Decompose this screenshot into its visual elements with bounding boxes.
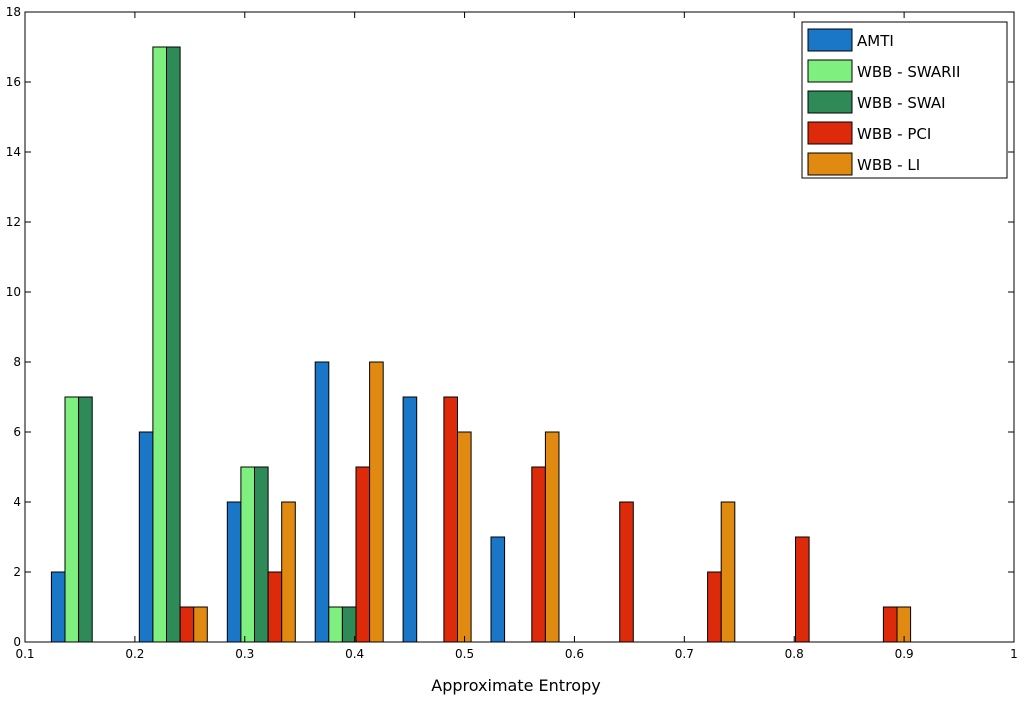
legend-swatch-amti <box>807 28 853 52</box>
y-tick-label: 18 <box>6 5 21 19</box>
bar-wbb-li-4 <box>457 431 472 643</box>
bar-wbb-swarii-1 <box>152 46 167 643</box>
x-tick-label: 0.5 <box>455 647 474 661</box>
bar-wbb-li-2 <box>281 501 296 643</box>
bar-wbb-pci-1 <box>179 606 195 643</box>
bar-wbb-pci-5 <box>531 466 546 643</box>
bar-wbb-swarii-0 <box>64 396 80 643</box>
x-axis-label: Approximate Entropy <box>431 676 600 695</box>
legend-label-wbb-pci: WBB - PCI <box>857 125 931 143</box>
legend-swatch-wbb-swai <box>807 90 853 114</box>
y-tick-label: 16 <box>6 75 21 89</box>
x-tick-label: 0.9 <box>895 647 914 661</box>
y-tick-label: 2 <box>13 565 21 579</box>
bar-wbb-pci-8 <box>795 536 810 643</box>
y-tick-label: 0 <box>13 635 21 649</box>
bar-wbb-li-3 <box>369 361 384 643</box>
bar-wbb-pci-3 <box>355 466 371 643</box>
x-tick-label: 0.3 <box>235 647 254 661</box>
bar-wbb-swai-1 <box>166 46 181 643</box>
bar-amti-4 <box>402 396 418 643</box>
bar-wbb-pci-4 <box>443 396 458 643</box>
legend: AMTI WBB - SWARII WBB - SWAI WBB - PCI WBB -… <box>801 21 1008 179</box>
x-tick-label: 0.6 <box>565 647 584 661</box>
x-tick-label: 0.7 <box>675 647 694 661</box>
legend-label-amti: AMTI <box>857 32 894 50</box>
legend-swatch-wbb-li <box>807 152 853 176</box>
bar-wbb-li-7 <box>720 501 736 643</box>
y-tick-label: 4 <box>13 495 21 509</box>
x-tick-label: 0.4 <box>345 647 364 661</box>
legend-swatch-wbb-swarii <box>807 59 853 83</box>
y-tick-label: 8 <box>13 355 21 369</box>
x-tick-label: 0.8 <box>785 647 804 661</box>
y-tick-label: 10 <box>6 285 21 299</box>
bar-wbb-swai-3 <box>341 606 357 643</box>
y-tick-label: 14 <box>6 145 21 159</box>
legend-label-wbb-swai: WBB - SWAI <box>857 94 946 112</box>
bar-wbb-swai-2 <box>254 466 269 643</box>
x-tick-label: 0.2 <box>125 647 144 661</box>
bar-wbb-pci-9 <box>882 606 898 643</box>
legend-label-wbb-li: WBB - LI <box>857 156 920 174</box>
bar-wbb-swarii-3 <box>328 606 343 643</box>
y-tick-label: 6 <box>13 425 21 439</box>
legend-label-wbb-swarii: WBB - SWARII <box>857 63 960 81</box>
bar-wbb-pci-7 <box>707 571 722 643</box>
bar-wbb-swarii-2 <box>240 466 255 643</box>
bar-amti-2 <box>226 501 242 643</box>
ticks-layer: 0.1 0.2 0.3 0.4 0.5 0.6 0.7 0.8 0.9 1024681012141… <box>6 5 1018 661</box>
bar-amti-1 <box>138 431 154 643</box>
y-tick-label: 12 <box>6 215 21 229</box>
x-tick-label: 0.1 <box>15 647 34 661</box>
bar-amti-5 <box>490 536 506 643</box>
bar-wbb-pci-6 <box>619 501 634 643</box>
bar-amti-0 <box>50 571 66 643</box>
bar-wbb-li-5 <box>544 431 560 643</box>
bar-wbb-swai-0 <box>78 396 93 643</box>
bar-wbb-pci-2 <box>267 571 283 643</box>
x-tick-label: 1 <box>1010 647 1018 661</box>
plot-frame <box>24 11 1015 643</box>
legend-swatch-wbb-pci <box>807 121 853 145</box>
bar-amti-3 <box>314 361 330 643</box>
bar-wbb-li-1 <box>193 606 208 643</box>
